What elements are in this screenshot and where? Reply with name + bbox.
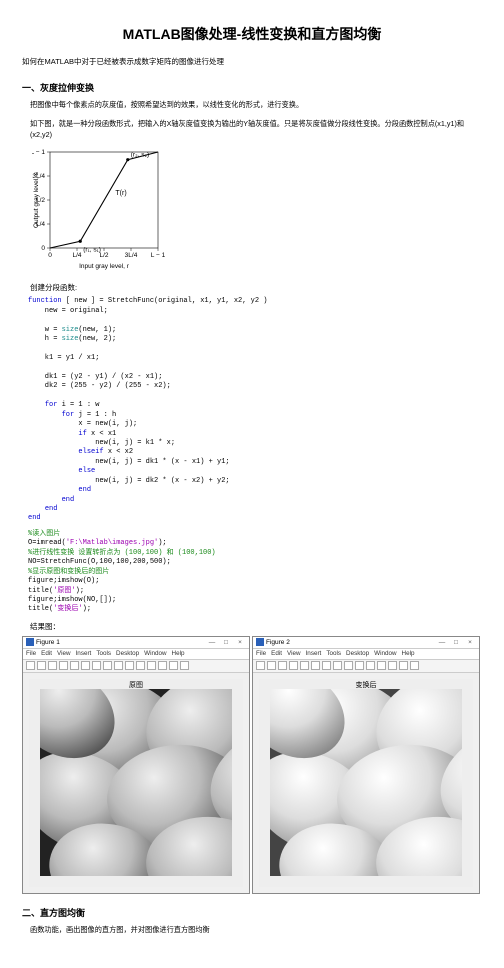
toolbar-button[interactable] bbox=[180, 661, 189, 670]
toolbar-button[interactable] bbox=[399, 661, 408, 670]
svg-text:L/4: L/4 bbox=[72, 252, 81, 259]
toolbar-button[interactable] bbox=[147, 661, 156, 670]
toolbar-button[interactable] bbox=[103, 661, 112, 670]
svg-text:Input gray level, r: Input gray level, r bbox=[79, 263, 130, 270]
toolbar-button[interactable] bbox=[81, 661, 90, 670]
toolbar-button[interactable] bbox=[70, 661, 79, 670]
toolbar-button[interactable] bbox=[125, 661, 134, 670]
matlab-icon bbox=[256, 638, 264, 646]
menu-item[interactable]: Desktop bbox=[346, 650, 369, 657]
menu-item[interactable]: Insert bbox=[306, 650, 322, 657]
menu-item[interactable]: Window bbox=[374, 650, 396, 657]
svg-text:T(r): T(r) bbox=[115, 191, 126, 198]
toolbar-button[interactable] bbox=[92, 661, 101, 670]
figure-window-2: Figure 2 — □ × File Edit View Insert Tools De… bbox=[252, 636, 480, 894]
section2-title: 二、直方图均衡 bbox=[22, 906, 482, 919]
toolbar-button[interactable] bbox=[377, 661, 386, 670]
menu-item[interactable]: Window bbox=[144, 650, 166, 657]
toolbar-button[interactable] bbox=[300, 661, 309, 670]
toolbar-button[interactable] bbox=[256, 661, 265, 670]
toolbar-button[interactable] bbox=[278, 661, 287, 670]
figure2-toolbar[interactable] bbox=[253, 660, 479, 673]
figure1-toolbar[interactable] bbox=[23, 660, 249, 673]
section1-para1: 把图像中每个像素点的灰度值，按照希望达到的效果，以线性变化的形式，进行变换。 bbox=[30, 100, 482, 111]
code-block-1: function [ new ] = StretchFunc(original,… bbox=[28, 297, 482, 524]
menu-item[interactable]: File bbox=[26, 650, 36, 657]
figure2-image bbox=[270, 689, 463, 876]
svg-text:L − 1: L − 1 bbox=[32, 149, 45, 156]
menu-item[interactable]: File bbox=[256, 650, 266, 657]
toolbar-button[interactable] bbox=[366, 661, 375, 670]
close-button[interactable]: × bbox=[464, 639, 476, 646]
svg-text:(r₁, s₁): (r₁, s₁) bbox=[83, 247, 101, 254]
max-button[interactable]: □ bbox=[220, 639, 232, 646]
result-heading: 结果图： bbox=[30, 621, 482, 632]
toolbar-button[interactable] bbox=[158, 661, 167, 670]
menu-item[interactable]: View bbox=[287, 650, 301, 657]
max-button[interactable]: □ bbox=[450, 639, 462, 646]
figure1-menu[interactable]: File Edit View Insert Tools Desktop Window Help bbox=[23, 649, 249, 660]
stretch-graph: 0L/4L/23L/4L − 10L/4L/23L/4L − 1(r₁, s₁)… bbox=[32, 148, 482, 274]
svg-text:0: 0 bbox=[48, 252, 52, 259]
toolbar-button[interactable] bbox=[136, 661, 145, 670]
toolbar-button[interactable] bbox=[26, 661, 35, 670]
svg-text:Output gray level, s: Output gray level, s bbox=[33, 172, 40, 229]
figure1-image bbox=[40, 689, 233, 876]
toolbar-button[interactable] bbox=[410, 661, 419, 670]
matlab-icon bbox=[26, 638, 34, 646]
figure1-title: Figure 1 bbox=[36, 639, 60, 646]
svg-text:(r₂, s₂): (r₂, s₂) bbox=[131, 152, 149, 159]
toolbar-button[interactable] bbox=[388, 661, 397, 670]
figure-window-1: Figure 1 — □ × File Edit View Insert Tools De… bbox=[22, 636, 250, 894]
figure1-canvas: 原图 bbox=[29, 679, 243, 887]
toolbar-button[interactable] bbox=[311, 661, 320, 670]
menu-item[interactable]: Help bbox=[402, 650, 415, 657]
toolbar-button[interactable] bbox=[289, 661, 298, 670]
figure1-titlebar: Figure 1 — □ × bbox=[23, 637, 249, 649]
menu-item[interactable]: Tools bbox=[326, 650, 341, 657]
intro-text: 如何在MATLAB中对于已经被表示成数字矩阵的图像进行处理 bbox=[22, 56, 482, 67]
figure2-titlebar: Figure 2 — □ × bbox=[253, 637, 479, 649]
toolbar-button[interactable] bbox=[355, 661, 364, 670]
code-block-2: %读入图片 O=imread('F:\Matlab\images.jpg'); … bbox=[28, 530, 482, 615]
svg-text:3L/4: 3L/4 bbox=[125, 252, 138, 259]
min-button[interactable]: — bbox=[206, 639, 218, 646]
section1-title: 一、灰度拉伸变换 bbox=[22, 81, 482, 94]
section2-para1: 函数功能，画出图像的直方图，并对图像进行直方图均衡 bbox=[30, 925, 482, 936]
page-title: MATLAB图像处理-线性变换和直方图均衡 bbox=[22, 24, 482, 44]
close-button[interactable]: × bbox=[234, 639, 246, 646]
menu-item[interactable]: View bbox=[57, 650, 71, 657]
svg-text:L − 1: L − 1 bbox=[151, 252, 166, 259]
menu-item[interactable]: Insert bbox=[76, 650, 92, 657]
figure2-title: Figure 2 bbox=[266, 639, 290, 646]
toolbar-button[interactable] bbox=[48, 661, 57, 670]
menu-item[interactable]: Tools bbox=[96, 650, 111, 657]
toolbar-button[interactable] bbox=[169, 661, 178, 670]
figure2-menu[interactable]: File Edit View Insert Tools Desktop Window Help bbox=[253, 649, 479, 660]
figure-windows: Figure 1 — □ × File Edit View Insert Tools De… bbox=[22, 636, 482, 894]
toolbar-button[interactable] bbox=[333, 661, 342, 670]
code1-heading: 创建分段函数: bbox=[30, 282, 482, 293]
toolbar-button[interactable] bbox=[344, 661, 353, 670]
toolbar-button[interactable] bbox=[267, 661, 276, 670]
menu-item[interactable]: Edit bbox=[41, 650, 52, 657]
menu-item[interactable]: Help bbox=[172, 650, 185, 657]
toolbar-button[interactable] bbox=[322, 661, 331, 670]
min-button[interactable]: — bbox=[436, 639, 448, 646]
toolbar-button[interactable] bbox=[37, 661, 46, 670]
toolbar-button[interactable] bbox=[114, 661, 123, 670]
svg-text:0: 0 bbox=[41, 245, 45, 252]
section1-para2: 如下图，就是一种分段函数形式，把输入的X轴灰度值变换为输出的Y轴灰度值。只是将灰… bbox=[30, 119, 482, 141]
menu-item[interactable]: Edit bbox=[271, 650, 282, 657]
toolbar-button[interactable] bbox=[59, 661, 68, 670]
figure2-canvas: 变换后 bbox=[259, 679, 473, 887]
menu-item[interactable]: Desktop bbox=[116, 650, 139, 657]
